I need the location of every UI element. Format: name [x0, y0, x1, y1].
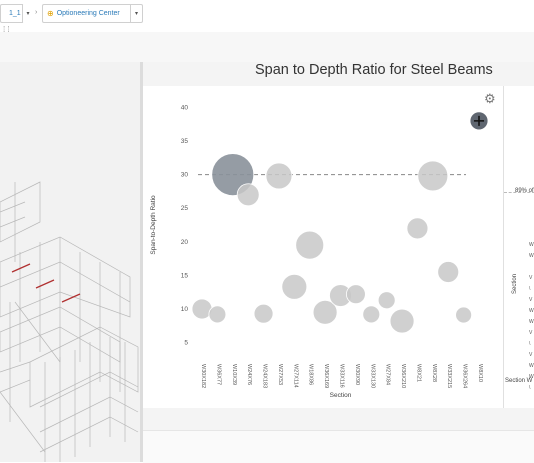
- x-tick-label: W27X114: [292, 364, 298, 388]
- bubble-point[interactable]: [406, 217, 429, 240]
- y-tick-label: 35: [181, 138, 189, 145]
- y-tick-label: 10: [181, 306, 189, 313]
- scatter-chart: 5 10 15 20 25 30 35 40 Span-to-Depth Ratio W30X18…: [150, 104, 489, 399]
- structure-wireframe: [0, 181, 139, 462]
- crumb-optioneering-center[interactable]: ⊕ Optioneering Center ▾: [42, 4, 143, 23]
- bubble-point[interactable]: [253, 303, 274, 324]
- bubble-point[interactable]: [389, 308, 415, 334]
- bubble-point[interactable]: [345, 284, 366, 305]
- y-axis-title: Section: [512, 273, 518, 294]
- y-tick-label: 5: [184, 340, 188, 347]
- crumb-optioneering-label: Optioneering Center: [56, 10, 120, 17]
- bubble-point[interactable]: [281, 273, 308, 300]
- y-tick-label: 20: [181, 239, 189, 246]
- bubble-point[interactable]: [265, 162, 293, 190]
- bubble-point[interactable]: [236, 183, 260, 207]
- x-tick-label: W10X39: [231, 364, 237, 385]
- y-axis-title: Span-to-Depth Ratio: [150, 195, 157, 255]
- x-tick-label: W36X77: [215, 364, 221, 385]
- bubble-point[interactable]: [312, 299, 338, 325]
- bubble-point[interactable]: [295, 230, 325, 260]
- x-tick-label: W33X116: [339, 364, 345, 388]
- x-tick-label: W30X90: [354, 364, 360, 385]
- percent-label: 89% of: [515, 188, 534, 194]
- x-tick-label: W24X183: [262, 364, 268, 388]
- bubble-point[interactable]: [377, 291, 396, 310]
- y-tick-label: 25: [181, 205, 189, 212]
- bottom-panel-strip: [143, 430, 534, 463]
- y-tick-label: 15: [181, 272, 189, 279]
- overflow-menu-icon[interactable]: ⁞ ⁞: [3, 25, 10, 34]
- x-axis-title: Section: [330, 392, 352, 399]
- x-tick-label: W27X84: [385, 364, 391, 385]
- gear-icon[interactable]: ⚙: [484, 91, 496, 106]
- x-tick-label: W24X76: [246, 364, 252, 385]
- model-viewer[interactable]: [0, 62, 140, 462]
- axis-title-bottom: Section W: [505, 378, 533, 384]
- optioneering-icon: ⊕: [47, 9, 54, 18]
- chart-card: 5 10 15 20 25 30 35 40 Span-to-Depth Ratio W30X18…: [143, 86, 503, 408]
- secondary-chart-card: 89% of Section Section W W W V \ V W W V \ V W W \: [503, 86, 534, 408]
- x-tick-label: W33X130: [369, 364, 375, 388]
- x-tick-label: W27X53: [277, 364, 283, 385]
- top-toolbar: 1_1 › ⊕ Optioneering Center ▾ ▾: [0, 0, 534, 33]
- pane-splitter[interactable]: [140, 62, 143, 462]
- bubble-point[interactable]: [208, 305, 227, 324]
- x-tick-label: W36X169: [323, 364, 329, 388]
- x-tick-label: W8X10: [477, 364, 483, 382]
- bubble-point[interactable]: [455, 306, 473, 324]
- bubble-point[interactable]: [362, 305, 381, 324]
- secondary-toolbar: ⁞ ⁞: [0, 25, 534, 63]
- bubble-point[interactable]: [417, 160, 449, 192]
- chevron-down-icon[interactable]: ▾: [130, 5, 142, 22]
- x-tick-label: W36X210: [400, 364, 406, 388]
- x-tick-label: W36X264: [462, 364, 468, 388]
- chart-title: Span to Depth Ratio for Steel Beams: [255, 62, 493, 78]
- breadcrumb-separator: ›: [35, 9, 38, 16]
- x-tick-label: W8X28: [431, 364, 437, 382]
- dashed-reference-line: [504, 192, 534, 193]
- plus-icon: [474, 115, 484, 126]
- crumb-model-label: 1_1: [9, 10, 21, 17]
- x-tick-label: W18X86: [308, 364, 314, 385]
- crumb-dropdown[interactable]: ▾: [22, 4, 33, 23]
- chevron-down-icon[interactable]: ▾: [22, 4, 33, 23]
- truncated-tick-labels: W W V \ V W W V \ V W W \: [529, 242, 534, 391]
- y-tick-label: 40: [181, 104, 189, 111]
- x-tick-label: W30X182: [200, 364, 206, 388]
- x-tick-label: W33X215: [446, 364, 452, 388]
- x-tick-label: W8X21: [415, 364, 421, 382]
- bubble-point[interactable]: [437, 261, 460, 283]
- y-tick-label: 30: [181, 172, 189, 179]
